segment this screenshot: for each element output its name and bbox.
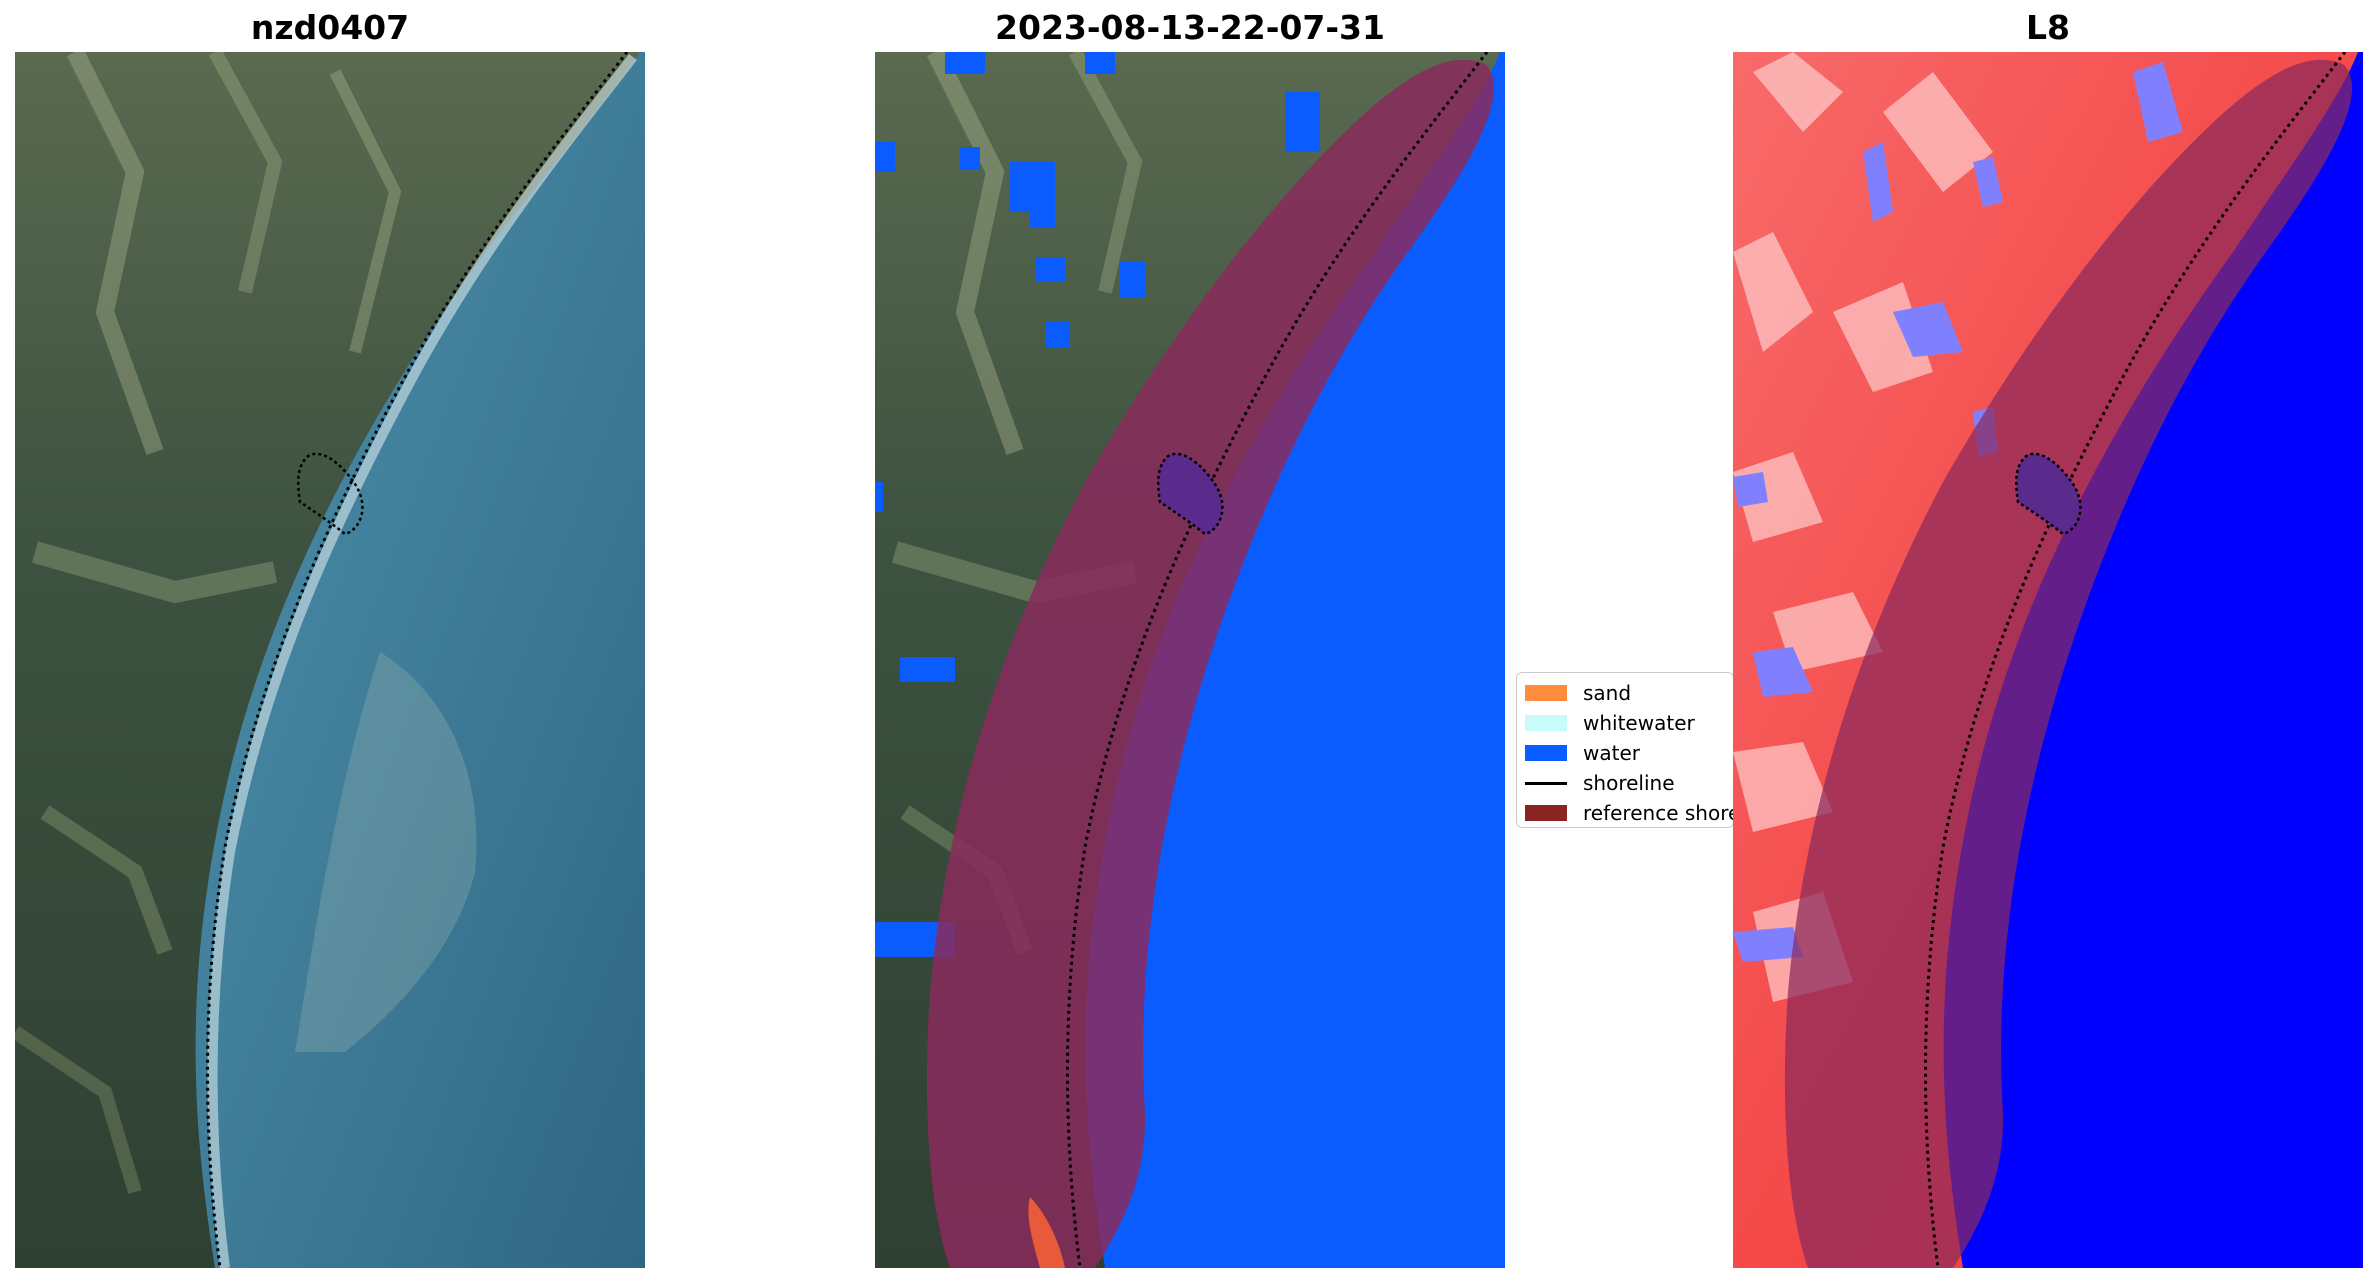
classification-panel [875, 52, 1505, 1268]
sediment-plume [295, 652, 477, 1052]
sand-class-patch [1028, 1197, 1065, 1268]
reference-shoreline-swatch [1525, 805, 1567, 821]
panel-title-satellite: nzd0407 [250, 8, 410, 47]
satellite-image-panel [15, 52, 645, 1268]
sea-area [195, 52, 645, 1268]
reference-shoreline-buffer [926, 59, 1495, 1268]
whitewater-swatch [1525, 715, 1567, 731]
satellite-image [15, 52, 645, 1268]
classification-image [875, 52, 1505, 1268]
panel-title-index: L8 [2026, 8, 2070, 47]
legend-item-reference-shoreline: reference shoreline [1525, 801, 1733, 825]
index-panel [1733, 52, 2363, 1268]
surf-zone [207, 53, 637, 1268]
panel-title-classification: 2023-08-13-22-07-31 [995, 8, 1385, 47]
water-index-area [1943, 52, 2363, 1268]
water-swatch [1525, 745, 1567, 761]
reference-shoreline-buffer [1784, 59, 2353, 1268]
water-class-area [1085, 52, 1505, 1268]
shoreline-line [206, 52, 629, 1268]
hill-ridges [15, 52, 402, 1195]
lagoon-outline [297, 452, 364, 536]
lagoon-outline [1157, 452, 1224, 536]
shoreline-line [1066, 52, 1489, 1268]
index-image [1733, 52, 2363, 1268]
sand-swatch [1525, 685, 1567, 701]
lagoon-outline [2015, 452, 2082, 536]
shoreline-line [1924, 52, 2347, 1268]
legend-item-sand: sand [1525, 681, 1631, 705]
legend-item-water: water [1525, 741, 1640, 765]
legend-label-water: water [1583, 741, 1640, 765]
legend-item-whitewater: whitewater [1525, 711, 1695, 735]
legend-label-sand: sand [1583, 681, 1632, 705]
legend-label-shoreline: shoreline [1583, 771, 1675, 795]
legend: sand whitewater water shoreline referenc… [1516, 672, 1734, 828]
legend-label-reference-shoreline: reference shoreline [1583, 801, 1733, 825]
legend-item-shoreline: shoreline [1525, 771, 1675, 795]
legend-label-whitewater: whitewater [1583, 711, 1695, 735]
shoreline-swatch [1525, 781, 1567, 785]
